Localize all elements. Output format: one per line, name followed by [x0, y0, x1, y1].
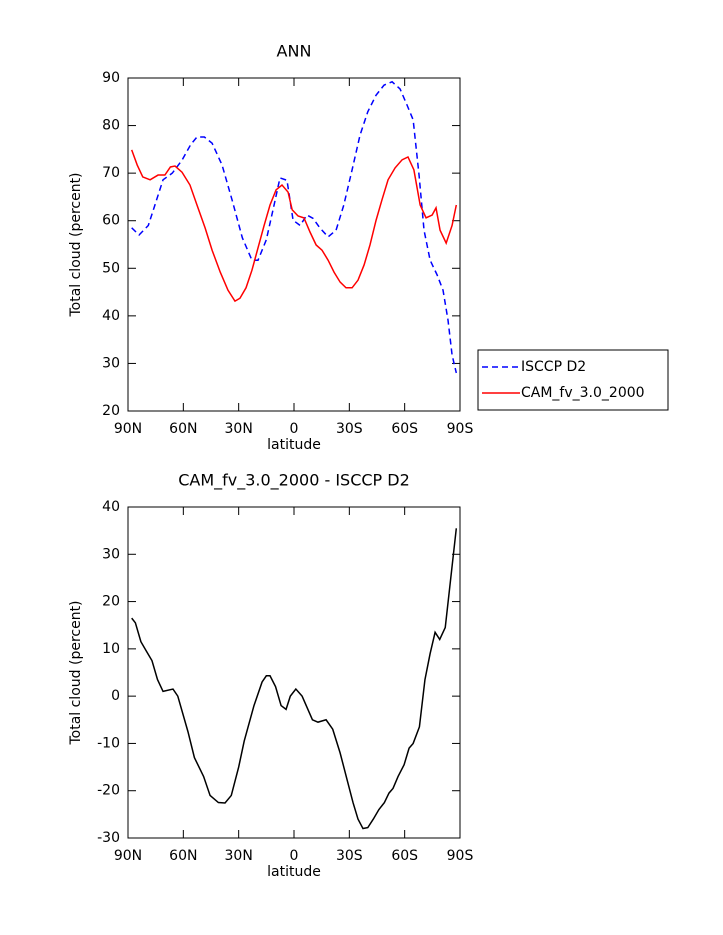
- plot-frame: [127, 77, 461, 412]
- y-tick-label: 30: [102, 355, 120, 371]
- y-tick-label: 30: [102, 546, 120, 562]
- panel: 90N 60N 30N 0 30S 60S 90S -30 -20 -10 0 10 20 30 40 CAM…: [68, 471, 473, 881]
- plot-frame: [127, 506, 461, 839]
- y-axis-label: Total cloud (percent): [68, 172, 84, 317]
- x-tick-label: 30S: [336, 848, 363, 864]
- data-line: [131, 528, 458, 830]
- data-line: [131, 80, 458, 374]
- x-tick-label: 30N: [225, 848, 253, 864]
- y-axis-label: Total cloud (percent): [68, 600, 84, 745]
- x-tick-label: 90S: [447, 848, 474, 864]
- y-tick-label: 20: [102, 403, 120, 419]
- y-tick-label: 90: [102, 70, 120, 86]
- y-tick-label: 40: [102, 308, 120, 324]
- x-tick-label: 0: [290, 848, 299, 864]
- x-tick-label: 60N: [169, 848, 197, 864]
- y-tick-label: -10: [97, 735, 120, 751]
- x-tick-label: 60S: [391, 421, 418, 437]
- x-tick-label: 0: [290, 421, 299, 437]
- x-tick-label: 60S: [391, 848, 418, 864]
- x-axis-label: latitude: [267, 864, 321, 880]
- y-tick-label: 60: [102, 213, 120, 229]
- y-tick-label: 70: [102, 165, 120, 181]
- x-tick-label: 30S: [336, 421, 363, 437]
- y-tick-label: -30: [97, 830, 120, 846]
- y-tick-label: 50: [102, 260, 120, 276]
- panel: 90N 60N 30N 0 30S 60S 90S 20 30 40 50 60 70 80 90 ANN la…: [68, 42, 669, 453]
- y-tick-label: -20: [97, 783, 120, 799]
- x-tick-label: 90N: [114, 848, 142, 864]
- y-tick-label: 40: [102, 499, 120, 515]
- x-axis-label: latitude: [267, 437, 321, 453]
- legend-box: [477, 349, 669, 411]
- x-tick-label: 30N: [225, 421, 253, 437]
- x-tick-label: 90S: [447, 421, 474, 437]
- chart-title: CAM_fv_3.0_2000 - ISCCP D2: [178, 471, 410, 491]
- y-tick-label: 10: [102, 641, 120, 657]
- y-tick-label: 80: [102, 118, 120, 134]
- legend-label: ISCCP D2: [521, 359, 586, 375]
- y-tick-label: 20: [102, 594, 120, 610]
- data-line: [130, 149, 458, 303]
- chart-title: ANN: [277, 42, 312, 61]
- y-tick-label: 0: [111, 688, 120, 704]
- x-tick-label: 90N: [114, 421, 142, 437]
- legend-label: CAM_fv_3.0_2000: [521, 385, 645, 401]
- x-tick-label: 60N: [169, 421, 197, 437]
